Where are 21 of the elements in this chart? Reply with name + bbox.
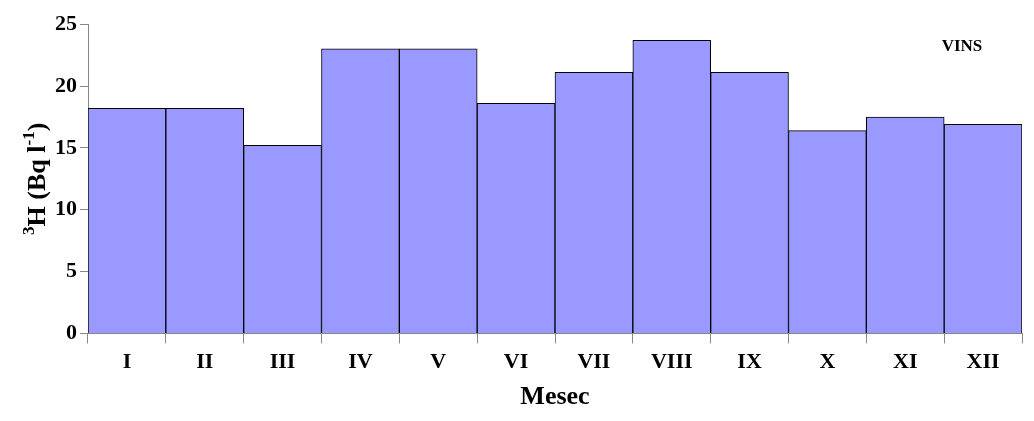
- y-axis-title: 3H (Bq l-1): [19, 122, 51, 235]
- x-tick-label: XI: [893, 348, 918, 374]
- annotation: VINS: [941, 35, 983, 55]
- x-tick-label: IX: [737, 348, 762, 374]
- x-tick-label: III: [269, 348, 296, 374]
- x-tick-label: VIII: [650, 348, 693, 374]
- y-tick-label: 0: [66, 319, 77, 345]
- x-tick-label: I: [122, 348, 132, 374]
- x-tick-label: IV: [348, 348, 373, 374]
- x-tick-label: VII: [577, 348, 611, 374]
- x-tick-label: XII: [966, 348, 1000, 374]
- y-tick-label: 5: [66, 257, 77, 283]
- y-tick-label: 15: [55, 133, 77, 159]
- x-axis-title: Mesec: [520, 381, 590, 411]
- x-tick-label: II: [196, 348, 214, 374]
- x-tick-label: V: [430, 348, 447, 374]
- y-tick-label: 25: [55, 9, 77, 35]
- y-tick-label: 10: [55, 195, 77, 221]
- x-tick-label: VI: [503, 348, 529, 374]
- x-tick-label: X: [819, 348, 836, 374]
- y-tick-label: 20: [55, 71, 77, 97]
